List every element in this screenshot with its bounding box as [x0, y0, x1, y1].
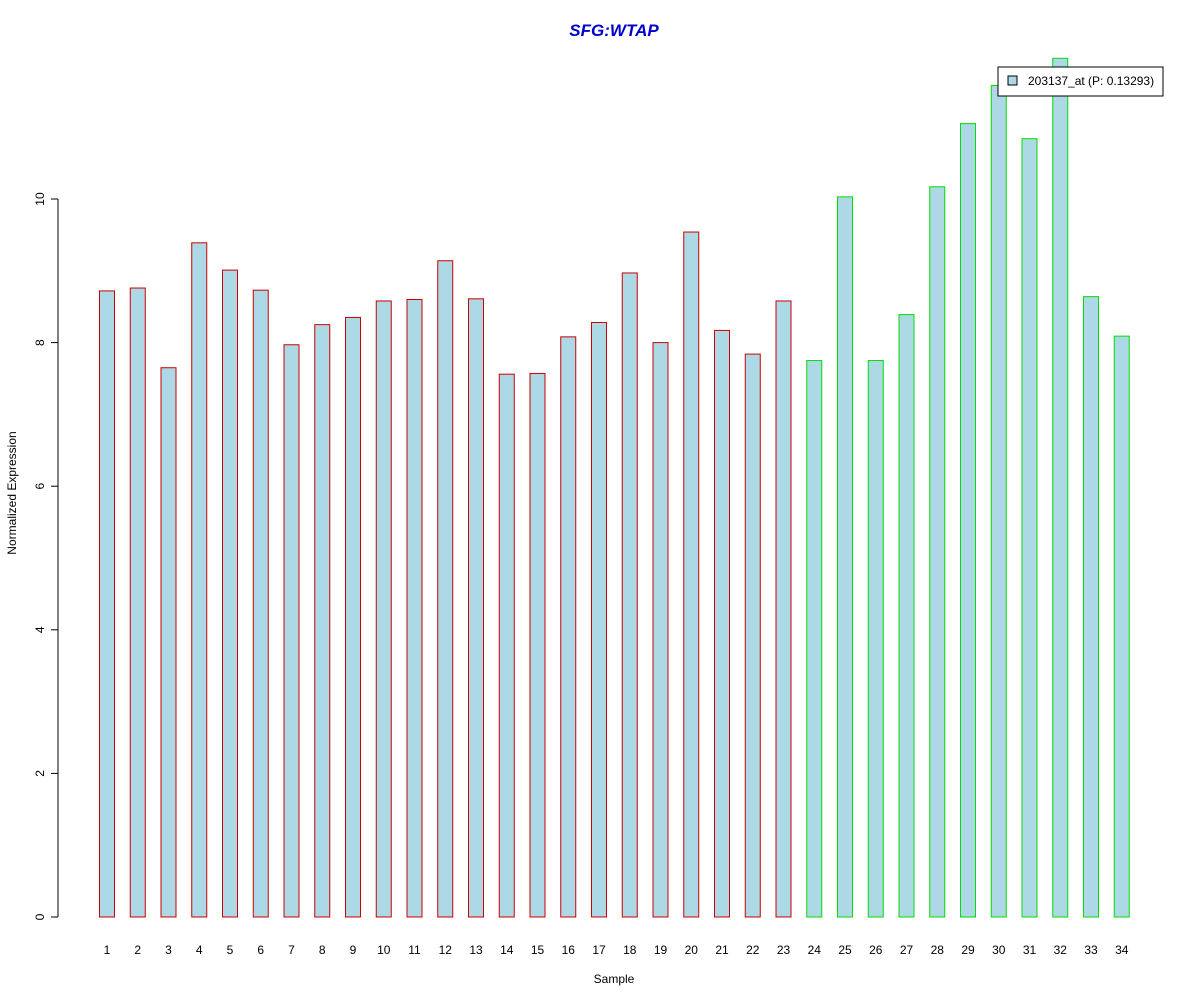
- bar: [560, 336, 577, 918]
- x-tick-label: 8: [319, 943, 326, 957]
- bar: [1083, 296, 1099, 918]
- bar: [867, 360, 884, 918]
- x-tick-label: 17: [592, 943, 606, 957]
- x-tick-label: 5: [227, 943, 234, 957]
- legend-label: 203137_at (P: 0.13293): [1028, 74, 1154, 88]
- bar: [775, 300, 792, 918]
- x-tick-label: 19: [654, 943, 668, 957]
- x-tick-label: 4: [196, 943, 203, 957]
- bar: [345, 316, 361, 918]
- bar: [1113, 335, 1130, 918]
- x-tick-label: 31: [1023, 943, 1037, 957]
- x-tick-label: 34: [1115, 943, 1129, 957]
- x-tick-label: 13: [469, 943, 483, 957]
- y-tick-label: 4: [33, 626, 47, 633]
- bar: [744, 353, 761, 918]
- x-tick-label: 14: [500, 943, 514, 957]
- x-tick-label: 29: [961, 943, 975, 957]
- bar: [99, 290, 115, 918]
- bar: [1021, 138, 1038, 918]
- x-axis-label: Sample: [594, 972, 635, 986]
- bar: [652, 342, 669, 918]
- x-tick-label: 30: [992, 943, 1006, 957]
- bar: [191, 242, 208, 918]
- legend-box: [997, 66, 1164, 97]
- x-tick-label: 12: [439, 943, 453, 957]
- y-tick-label: 2: [33, 770, 47, 777]
- x-tick-label: 33: [1084, 943, 1098, 957]
- bar: [314, 324, 331, 918]
- x-tick-label: 25: [838, 943, 852, 957]
- x-tick-label: 23: [777, 943, 791, 957]
- x-tick-label: 18: [623, 943, 637, 957]
- bar: [591, 321, 607, 918]
- bar: [283, 344, 300, 918]
- bar: [990, 85, 1007, 918]
- x-tick-label: 7: [288, 943, 295, 957]
- x-tick-label: 15: [531, 943, 545, 957]
- x-tick-label: 24: [808, 943, 822, 957]
- x-tick-label: 6: [257, 943, 264, 957]
- x-tick-label: 32: [1054, 943, 1068, 957]
- bar: [714, 329, 730, 918]
- x-tick-label: 27: [900, 943, 914, 957]
- x-tick-label: 28: [931, 943, 945, 957]
- bar: [252, 289, 269, 918]
- bar: [222, 269, 238, 918]
- y-axis: 0 2 4 6 8 10: [33, 192, 59, 920]
- x-tick-label: 1: [104, 943, 111, 957]
- bar: [929, 186, 946, 918]
- x-tick-label: 22: [746, 943, 760, 957]
- bar: [129, 287, 146, 918]
- x-tick-label: 21: [715, 943, 729, 957]
- y-axis-label: Normalized Expression: [5, 431, 19, 554]
- bar: [498, 373, 515, 918]
- x-tick-label: 11: [408, 943, 421, 957]
- bar: [621, 272, 638, 918]
- bar: [960, 123, 976, 918]
- bar: [160, 367, 177, 918]
- y-tick-label: 0: [33, 913, 47, 920]
- bar: [437, 260, 454, 918]
- bars: [99, 57, 1130, 918]
- chart-title: SFG:WTAP: [569, 21, 659, 40]
- legend: 203137_at (P: 0.13293): [997, 66, 1164, 97]
- x-tick-label: 9: [350, 943, 357, 957]
- x-tick-label: 26: [869, 943, 883, 957]
- x-tick-label: 3: [165, 943, 172, 957]
- bar: [1052, 57, 1069, 918]
- x-tick-label: 16: [562, 943, 576, 957]
- x-axis-tick-labels: 1 2 3 4 5 6 7 8 9 10 11 12 13 14 15 16 17 18 19 20 21 22 23 24 2…: [104, 943, 1129, 957]
- x-tick-label: 20: [685, 943, 699, 957]
- bar: [837, 196, 853, 918]
- x-tick-label: 10: [377, 943, 391, 957]
- bar: [406, 299, 423, 918]
- bar: [468, 298, 484, 918]
- bar: [375, 300, 392, 918]
- y-tick-label: 6: [33, 483, 47, 490]
- bar: [806, 360, 823, 918]
- bar: [898, 314, 915, 918]
- bar: [529, 372, 546, 918]
- bar: [683, 231, 700, 918]
- y-tick-label: 8: [33, 339, 47, 346]
- x-tick-label: 2: [134, 943, 141, 957]
- legend-swatch: [1007, 75, 1018, 86]
- y-tick-label: 10: [33, 192, 47, 206]
